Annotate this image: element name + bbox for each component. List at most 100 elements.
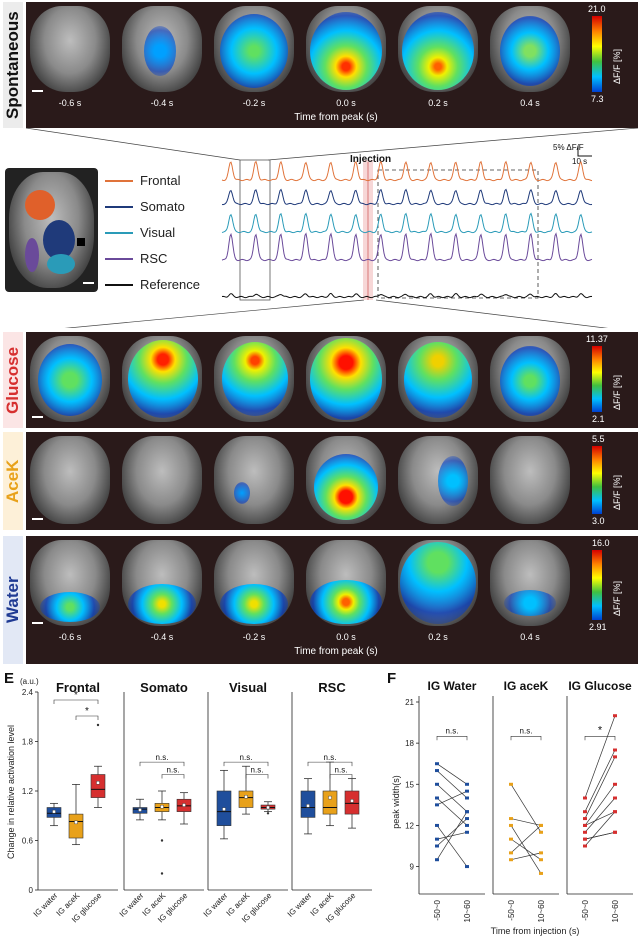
subplot-title: RSC [318,680,346,695]
pair-line [436,770,468,799]
colorbar-title: ΔF/F [%] [612,48,622,84]
roi-map [5,168,98,292]
pair-line [584,749,616,812]
colorbar-title: ΔF/F [%] [612,474,622,510]
pair-line [436,790,468,806]
pair-point [613,755,617,759]
pair-point [435,858,439,862]
x-tick-label: IG water [118,891,146,919]
sig-bracket [139,761,185,767]
box-mean [182,803,186,807]
pair-point [435,837,439,841]
y-tick-label: 1.2 [22,787,34,796]
box-body [238,790,254,808]
time-label: -0.4 s [150,632,174,642]
pair-point [583,817,587,821]
subplot-title: Somato [140,680,188,695]
pair-point [465,865,469,869]
row-label-acek: AceK [3,432,23,530]
brain-frame-a6 [490,6,570,92]
box-outlier [96,723,100,727]
time-axis-title: Time from peak (s) [294,112,378,123]
colorbar-max: 11.37 [586,334,608,344]
scale-bar [32,518,43,520]
y-tick-label: 0.6 [22,837,34,846]
box-mean [350,799,354,803]
pair-point [613,714,617,718]
time-axis-title: Time from peak (s) [294,646,378,657]
pair-line [584,797,616,833]
box-mean [52,809,56,814]
sig-bracket [245,774,269,779]
x-tick-label: IG water [32,891,60,919]
pair-point [539,830,543,834]
pair-point [583,837,587,841]
pair-point [583,823,587,827]
scale-bar [32,416,43,418]
roi-frontal [25,190,55,220]
pair-point [465,810,469,814]
box-outlier [160,872,164,875]
time-label: 0.0 s [336,98,356,108]
legend-label-reference: Reference [140,277,200,292]
box-mean [160,804,164,809]
time-label: 0.4 s [520,632,540,642]
colorbar-max: 21.0 [588,4,606,14]
glucose-image-strip: 11.37 2.1 ΔF/F [%] [26,332,638,428]
roi-rsc [25,238,39,272]
box-mean [328,795,332,800]
activity-traces: Injection 5% ΔF/F 10 s [221,143,593,301]
pair-point [613,796,617,800]
sig-label: * [74,690,78,701]
pair-point [539,851,543,855]
box-mean [266,805,270,810]
sig-bracket [53,699,99,704]
pair-point [435,769,439,773]
colorbar-min: 3.0 [592,516,605,526]
injection-label: Injection [350,154,391,165]
x-tick-label: -50~0 [507,899,516,920]
legend-swatch-rsc [105,258,133,260]
colorbar-max: 16.0 [592,538,610,548]
x-tick-label: -50~0 [581,899,590,920]
trace-scale-bar [577,146,592,157]
trace-scale-x: 10 s [572,157,587,166]
acek-image-strip: 5.5 3.0 ΔF/F [%] [26,432,638,530]
pair-line [436,825,468,867]
sig-label: * [85,706,89,717]
sig-bracket [75,715,99,720]
pair-line [436,811,468,860]
panel-f-paired-lines: peak width(s) IG Water 9 12 15 18 21 n.s. -50~0 1… [391,679,633,936]
time-label: -0.2 s [242,98,266,108]
pair-line [436,763,468,785]
pair-line [510,852,542,861]
pair-point [435,796,439,800]
x-tick-label: IG water [286,891,314,919]
legend-swatch-somato [105,206,133,208]
brain-frame-a5 [398,6,478,92]
legend-label-frontal: Frontal [140,173,181,188]
row-label-spontaneous: Spontaneous [3,2,23,128]
pair-point [539,823,543,827]
sig-label: n.s. [251,766,264,775]
sig-bracket [329,774,353,779]
subplot-title: IG Glucose [568,679,632,693]
time-label: -0.6 s [58,98,82,108]
zoom-box [239,159,271,301]
x-tick-label: 10~60 [463,899,472,922]
legend-swatch-frontal [105,180,133,182]
water-image-strip: -0.6 s -0.4 s -0.2 s 0.0 s 0.2 s 0.4 s T… [26,536,638,664]
pair-line [510,825,542,854]
pair-point [465,782,469,786]
trace-reference [221,292,593,299]
pair-point [613,782,617,786]
pair-point [435,844,439,848]
x-tick-label: 10~60 [611,899,620,922]
panel-e-boxplots: (a.u.) Change in relative activation leve… [6,677,372,924]
pair-line [436,797,468,826]
sig-bracket [161,774,185,779]
pair-line [584,715,616,799]
scale-bar [32,622,43,624]
row-label-glucose: Glucose [3,332,23,428]
legend-swatch-reference [105,284,133,286]
